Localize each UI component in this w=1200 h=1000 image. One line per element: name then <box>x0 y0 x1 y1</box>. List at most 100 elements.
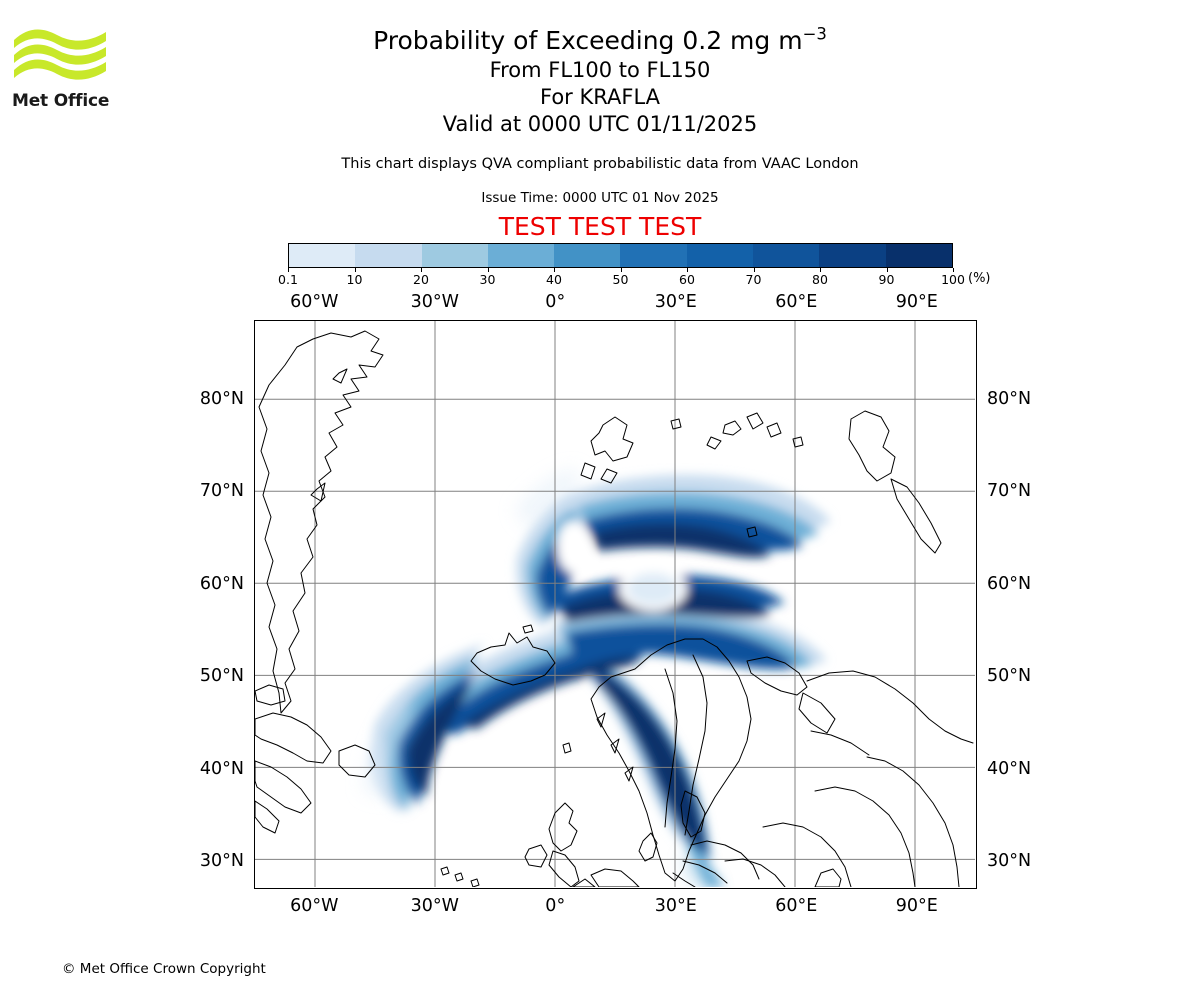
coastline-newfoundland <box>338 744 376 778</box>
lon-label-bottom-30°W: 30°W <box>410 896 459 916</box>
border-germany-east <box>672 872 696 887</box>
colorbar-bands <box>288 243 953 268</box>
colorbar-band-2 <box>421 244 488 267</box>
border-russia-east <box>866 756 960 887</box>
lon-label-bottom-60°E: 60°E <box>775 896 818 916</box>
coastline-russia-interior <box>810 730 870 756</box>
colorbar-band-8 <box>819 244 886 267</box>
plume-gyre-eye-faint <box>627 573 679 605</box>
colorbar-band-4 <box>554 244 621 267</box>
plume-fringe-n <box>515 469 581 529</box>
lon-label-bottom-60°W: 60°W <box>290 896 339 916</box>
coastline-franz-josef-land-1 <box>722 420 742 436</box>
border-baltic-states <box>690 840 760 880</box>
lat-label-left-40°N: 40°N <box>199 758 244 779</box>
colorbar-tick-label-3: 30 <box>479 272 496 287</box>
colorbar-tick-8 <box>820 268 821 272</box>
border-norway-sweden <box>664 668 678 828</box>
map-plot-area[interactable] <box>254 320 977 889</box>
lon-label-top-60°E: 60°E <box>775 292 818 312</box>
colorbar-band-5 <box>620 244 687 267</box>
coastline-franz-josef-land-3 <box>766 422 782 438</box>
colorbar-tick-10 <box>953 268 954 272</box>
colorbar-band-1 <box>355 244 422 267</box>
colorbar-tick-5 <box>620 268 622 272</box>
ash-plume-layer <box>371 474 831 887</box>
coastline-denmark <box>638 832 658 862</box>
border-sweden-finland <box>684 654 708 836</box>
flight-level-subtitle: From FL100 to FL150 <box>489 58 711 82</box>
colorbar-band-7 <box>753 244 820 267</box>
colorbar-band-9 <box>885 244 952 267</box>
coastline-greenland-fjord-2 <box>310 482 326 502</box>
coastline-labrador <box>255 712 332 764</box>
plume-peak-iceland-band <box>461 656 643 729</box>
plume-peak-scandinavia <box>599 673 705 851</box>
colorbar-tick-label-9: 90 <box>878 272 895 287</box>
map-coastlines <box>255 330 974 887</box>
copyright-notice: © Met Office Crown Copyright <box>62 961 266 977</box>
lat-label-left-60°N: 60°N <box>199 573 244 594</box>
volcano-subtitle: For KRAFLA <box>540 85 660 109</box>
colorbar-tick-7 <box>753 268 755 272</box>
lon-label-bottom-90°E: 90°E <box>895 896 938 916</box>
coastline-iceland <box>470 632 556 686</box>
coastline-norway-fjord-2 <box>610 738 620 754</box>
valid-time-subtitle: Valid at 0000 UTC 01/11/2025 <box>442 112 758 136</box>
colorbar-tick-label-10: 100 <box>941 272 965 287</box>
plume-core-barents-south <box>567 624 797 670</box>
colorbar-tick-label-6: 60 <box>679 272 695 287</box>
coastline-white-sea <box>798 692 836 734</box>
colorbar-tick-label-0: 0.1 <box>278 272 298 287</box>
coastline-france-north <box>590 868 640 887</box>
page-title: Probability of Exceeding 0.2 mg m−3 <box>120 24 1080 57</box>
coastline-great-britain-south <box>548 850 580 887</box>
colorbar-tick-label-7: 70 <box>745 272 762 287</box>
coastline-baffin-island <box>255 684 286 706</box>
lat-label-right-80°N: 80°N <box>987 388 1032 409</box>
lat-label-left-50°N: 50°N <box>199 666 244 687</box>
coastline-greenland-fjord-1 <box>332 368 348 384</box>
colorbar-tick-label-1: 10 <box>346 272 363 287</box>
map-gridlines <box>255 321 975 887</box>
coastline-novaya-zemlya-south <box>890 478 942 554</box>
page-title-text: Probability of Exceeding 0.2 mg m <box>373 26 803 55</box>
plume-north-gap <box>557 521 589 573</box>
plume-fringe-sw <box>363 699 417 797</box>
colorbar-band-0 <box>289 244 356 267</box>
plume-peak-greenland <box>407 683 473 797</box>
coastline-svalbard-south <box>600 468 618 484</box>
lon-label-bottom-0°: 0° <box>545 896 566 916</box>
colorbar-tick-label-4: 40 <box>546 272 562 287</box>
coastline-azores-3 <box>470 878 480 887</box>
colorbar-tick-4 <box>554 268 555 272</box>
border-poland-north <box>682 860 728 884</box>
colorbar-tick-axis: 0.1 10 20 30 40 50 60 70 80 90 100 <box>278 268 965 288</box>
coastline-azores-2 <box>454 872 464 882</box>
colorbar-band-6 <box>686 244 754 267</box>
border-russia-ural <box>814 786 916 887</box>
coastline-new-england <box>255 800 280 834</box>
lat-label-left-30°N: 30°N <box>199 851 244 872</box>
probability-colorbar <box>288 243 953 268</box>
colorbar-tick-label-5: 50 <box>612 272 629 287</box>
plume-peak-barents <box>591 523 771 558</box>
coastline-russia-arctic <box>806 670 974 744</box>
coastline-gulf-of-bothnia <box>680 790 706 838</box>
colorbar-tick-0 <box>288 268 289 272</box>
border-russia-west <box>762 822 852 887</box>
colorbar-units-label: (%) <box>968 271 991 286</box>
coastline-svalbard-edgeoya <box>580 462 596 480</box>
coastline-arctic-island-2 <box>670 418 682 430</box>
page-title-exponent: −3 <box>802 24 827 44</box>
colorbar-tick-1 <box>354 268 356 272</box>
lon-label-top-90°E: 90°E <box>895 292 938 312</box>
colorbar-tick-label-8: 80 <box>812 272 828 287</box>
coastline-brittany <box>572 878 596 887</box>
colorbar-band-3 <box>487 244 555 267</box>
lon-label-top-30°W: 30°W <box>410 292 459 312</box>
coastline-jan-mayen <box>522 624 534 634</box>
colorbar-tick-label-2: 20 <box>413 272 429 287</box>
lat-label-left-70°N: 70°N <box>199 481 244 502</box>
chart-title-block: Probability of Exceeding 0.2 mg m−3 From… <box>120 24 1080 138</box>
